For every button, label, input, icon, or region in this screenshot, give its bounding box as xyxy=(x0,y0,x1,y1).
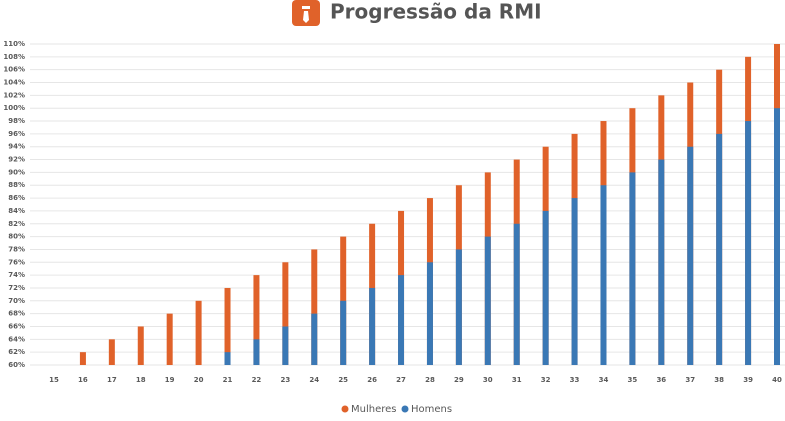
x-tick-label: 24 xyxy=(309,376,319,384)
bar xyxy=(542,210,549,365)
y-tick-label: 82% xyxy=(8,220,25,228)
x-tick-label: 21 xyxy=(223,376,233,384)
y-tick-label: 106% xyxy=(3,66,25,74)
y-tick-label: 66% xyxy=(8,322,25,330)
bar xyxy=(398,275,405,365)
y-tick-label: 104% xyxy=(3,79,25,87)
x-tick-label: 35 xyxy=(628,376,638,384)
x-tick-label: 33 xyxy=(570,376,580,384)
x-tick-label: 32 xyxy=(541,376,551,384)
x-tick-label: 29 xyxy=(454,376,464,384)
y-tick-label: 108% xyxy=(3,53,25,61)
x-tick-label: 23 xyxy=(280,376,290,384)
x-tick-label: 17 xyxy=(107,376,117,384)
x-tick-label: 31 xyxy=(512,376,522,384)
bar xyxy=(426,262,433,365)
bar xyxy=(253,339,260,365)
bar xyxy=(166,313,173,365)
x-tick-label: 25 xyxy=(338,376,348,384)
y-tick-label: 100% xyxy=(3,104,25,112)
x-tick-label: 18 xyxy=(136,376,146,384)
y-tick-label: 88% xyxy=(8,181,25,189)
bar xyxy=(369,287,376,365)
bar xyxy=(774,108,780,365)
y-tick-label: 70% xyxy=(8,297,25,305)
bar xyxy=(716,133,723,365)
y-tick-label: 96% xyxy=(8,130,25,138)
x-tick-label: 16 xyxy=(78,376,88,384)
y-tick-label: 78% xyxy=(8,245,25,253)
y-tick-label: 94% xyxy=(8,143,25,151)
x-tick-label: 27 xyxy=(396,376,406,384)
x-tick-label: 15 xyxy=(49,376,59,384)
y-tick-label: 62% xyxy=(8,348,25,356)
y-tick-label: 110% xyxy=(3,40,25,48)
bar xyxy=(484,236,491,365)
chart-title: Progressão da RMI xyxy=(330,0,542,24)
bar xyxy=(253,275,260,365)
x-tick-label: 37 xyxy=(685,376,695,384)
y-tick-label: 76% xyxy=(8,258,25,266)
y-tick-label: 68% xyxy=(8,310,25,318)
x-tick-label: 30 xyxy=(483,376,493,384)
x-tick-label: 19 xyxy=(165,376,175,384)
bar xyxy=(311,249,318,365)
y-tick-label: 60% xyxy=(8,361,25,369)
y-tick-label: 92% xyxy=(8,156,25,164)
bar xyxy=(745,121,752,365)
title-icon-detail xyxy=(302,6,310,9)
x-tick-label: 36 xyxy=(656,376,666,384)
bar xyxy=(137,326,144,365)
bar xyxy=(571,198,578,365)
legend-marker xyxy=(401,405,409,413)
y-tick-label: 64% xyxy=(8,335,25,343)
x-tick-label: 26 xyxy=(367,376,377,384)
bar xyxy=(224,352,231,365)
bar xyxy=(513,223,520,365)
bar xyxy=(195,300,202,365)
x-tick-label: 39 xyxy=(743,376,753,384)
x-tick-label: 28 xyxy=(425,376,435,384)
bar xyxy=(108,339,115,365)
bar xyxy=(282,262,289,365)
bar xyxy=(687,146,694,365)
legend-label: Mulheres xyxy=(351,404,397,415)
y-tick-label: 86% xyxy=(8,194,25,202)
x-tick-label: 22 xyxy=(252,376,262,384)
y-tick-label: 72% xyxy=(8,284,25,292)
x-tick-label: 38 xyxy=(714,376,724,384)
bar xyxy=(658,159,665,365)
y-tick-label: 84% xyxy=(8,207,25,215)
bar xyxy=(600,185,607,365)
y-tick-label: 102% xyxy=(3,91,25,99)
x-tick-label: 20 xyxy=(194,376,204,384)
legend-marker xyxy=(341,405,349,413)
x-tick-label: 40 xyxy=(772,376,782,384)
bar xyxy=(224,287,231,365)
x-tick-label: 34 xyxy=(599,376,609,384)
bar xyxy=(455,249,462,365)
bar xyxy=(79,352,86,365)
bar xyxy=(340,300,347,365)
bar xyxy=(282,326,289,365)
y-tick-label: 74% xyxy=(8,271,25,279)
title-icon-detail xyxy=(303,11,309,23)
legend-label: Homens xyxy=(411,404,452,415)
y-tick-label: 98% xyxy=(8,117,25,125)
bar xyxy=(311,313,318,365)
y-tick-label: 80% xyxy=(8,233,25,241)
bar xyxy=(629,172,636,365)
y-tick-label: 90% xyxy=(8,168,25,176)
